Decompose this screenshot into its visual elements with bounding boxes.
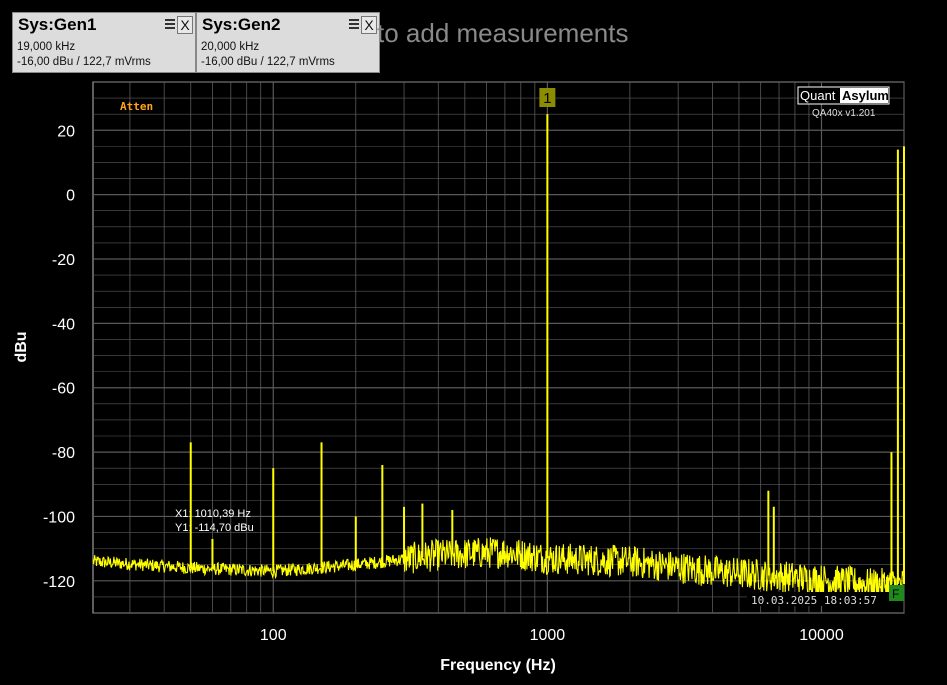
corner-badge[interactable] (889, 585, 904, 601)
y-tick-label: -60 (52, 381, 75, 398)
atten-label: Atten (120, 100, 153, 113)
x-tick-label: 1000 (530, 627, 566, 644)
cursor-y-readout: Y1: -114,70 dBu (175, 522, 254, 534)
generator-frequency: 20,000 kHz (201, 41, 260, 53)
marker-label: 1 (543, 90, 551, 107)
x-axis-title: Frequency (Hz) (440, 657, 556, 674)
cursor-x-readout: X1: 1010,39 Hz (175, 508, 251, 520)
marker-1[interactable]: 1 (539, 88, 556, 107)
y-tick-label: -20 (52, 252, 75, 269)
version-label: QA40x v1.201 (812, 108, 876, 119)
y-axis-title: dBu (13, 331, 30, 362)
y-tick-label: 0 (66, 188, 75, 205)
generator-level: -16,00 dBu / 122,7 mVrms (201, 56, 335, 68)
corner-badge-label: F (892, 587, 899, 601)
generator-level: -16,00 dBu / 122,7 mVrms (17, 56, 151, 68)
y-tick-label: -120 (43, 574, 75, 591)
y-tick-label: 20 (57, 123, 75, 140)
grid-lines (93, 81, 905, 614)
x-tick-label: 100 (260, 627, 287, 644)
generator-frequency: 19,000 kHz (17, 41, 76, 53)
close-button[interactable]: X (177, 16, 193, 34)
y-tick-labels: 20 0 -20 -40 -60 -80 -100 -120 (43, 123, 75, 591)
generator-title: Sys:Gen2 (202, 15, 281, 34)
y-tick-label: -100 (43, 509, 75, 526)
brand-logo: Quant Asylum QA40x v1.201 (797, 86, 890, 119)
hamburger-menu-icon[interactable] (165, 19, 175, 31)
generator-panel-2[interactable]: Sys:Gen2 X 20,000 kHz -16,00 dBu / 122,7… (196, 12, 380, 73)
x-tick-label: 10000 (799, 627, 844, 644)
add-measurements-hint[interactable]: to add measurements (377, 18, 629, 48)
marker-flag (539, 88, 556, 107)
brand-right: Asylum (842, 88, 889, 103)
hamburger-menu-icon[interactable] (349, 19, 359, 31)
spectrum-trace (92, 114, 905, 601)
generator-panel-1[interactable]: Sys:Gen1 X 19,000 kHz -16,00 dBu / 122,7… (12, 12, 196, 73)
generator-title: Sys:Gen1 (18, 15, 97, 34)
timestamp: 10.03.2025 18:03:57 (751, 594, 877, 607)
y-tick-label: -40 (52, 316, 75, 333)
brand-left: Quant (800, 88, 836, 103)
close-button[interactable]: X (361, 16, 377, 34)
x-tick-labels: 100 1000 10000 (260, 627, 844, 644)
timestamp-bg (747, 592, 892, 606)
y-tick-label: -80 (52, 445, 75, 462)
